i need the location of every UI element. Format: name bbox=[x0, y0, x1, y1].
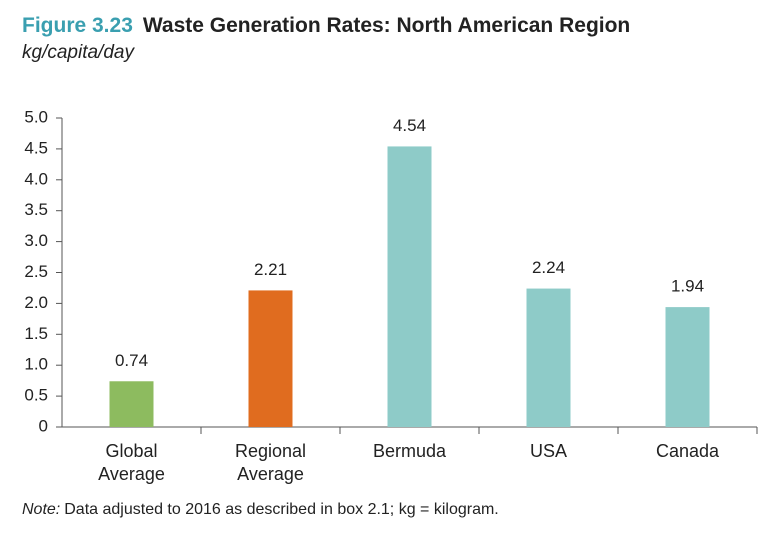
bar bbox=[387, 146, 432, 428]
y-tick-label: 2.0 bbox=[24, 293, 48, 312]
bar bbox=[665, 307, 710, 427]
y-tick-label: 4.5 bbox=[24, 138, 48, 157]
x-tick-label: Global Average bbox=[98, 441, 165, 484]
bar bbox=[526, 288, 571, 427]
y-tick-label: 5.0 bbox=[24, 107, 48, 126]
data-label: 2.24 bbox=[532, 258, 565, 277]
y-tick-label: 4.0 bbox=[24, 169, 48, 188]
y-tick-label: 0.5 bbox=[24, 386, 48, 405]
data-label: 0.74 bbox=[115, 351, 148, 370]
x-tick-label: Bermuda bbox=[372, 441, 447, 461]
note: Note: Data adjusted to 2016 as described … bbox=[22, 501, 499, 519]
figure-label: Figure 3.23 bbox=[22, 14, 133, 37]
y-tick-label: 3.5 bbox=[24, 200, 48, 219]
chart-title: Waste Generation Rates: North American R… bbox=[142, 14, 631, 37]
note-label: Note: bbox=[22, 501, 61, 518]
header: Figure 3.23 Waste Generation Rates: North… bbox=[22, 14, 630, 38]
note-text: Data adjusted to 2016 as described in bo… bbox=[64, 501, 499, 518]
y-tick-label: 1.0 bbox=[24, 355, 48, 374]
bar bbox=[248, 290, 293, 427]
y-tick-label: 0 bbox=[39, 416, 48, 435]
x-tick-label: USA bbox=[529, 441, 567, 461]
chart-subtitle: kg/capita/day bbox=[22, 42, 134, 63]
data-label: 2.21 bbox=[254, 260, 287, 279]
x-tick-label: Regional Average bbox=[234, 441, 307, 484]
data-label: 4.54 bbox=[393, 116, 426, 135]
y-tick-label: 2.5 bbox=[24, 262, 48, 281]
x-tick-label: Canada bbox=[655, 441, 720, 461]
y-tick-label: 1.5 bbox=[24, 324, 48, 343]
y-tick-label: 3.0 bbox=[24, 231, 48, 250]
data-label: 1.94 bbox=[671, 277, 704, 296]
bar bbox=[109, 381, 154, 427]
